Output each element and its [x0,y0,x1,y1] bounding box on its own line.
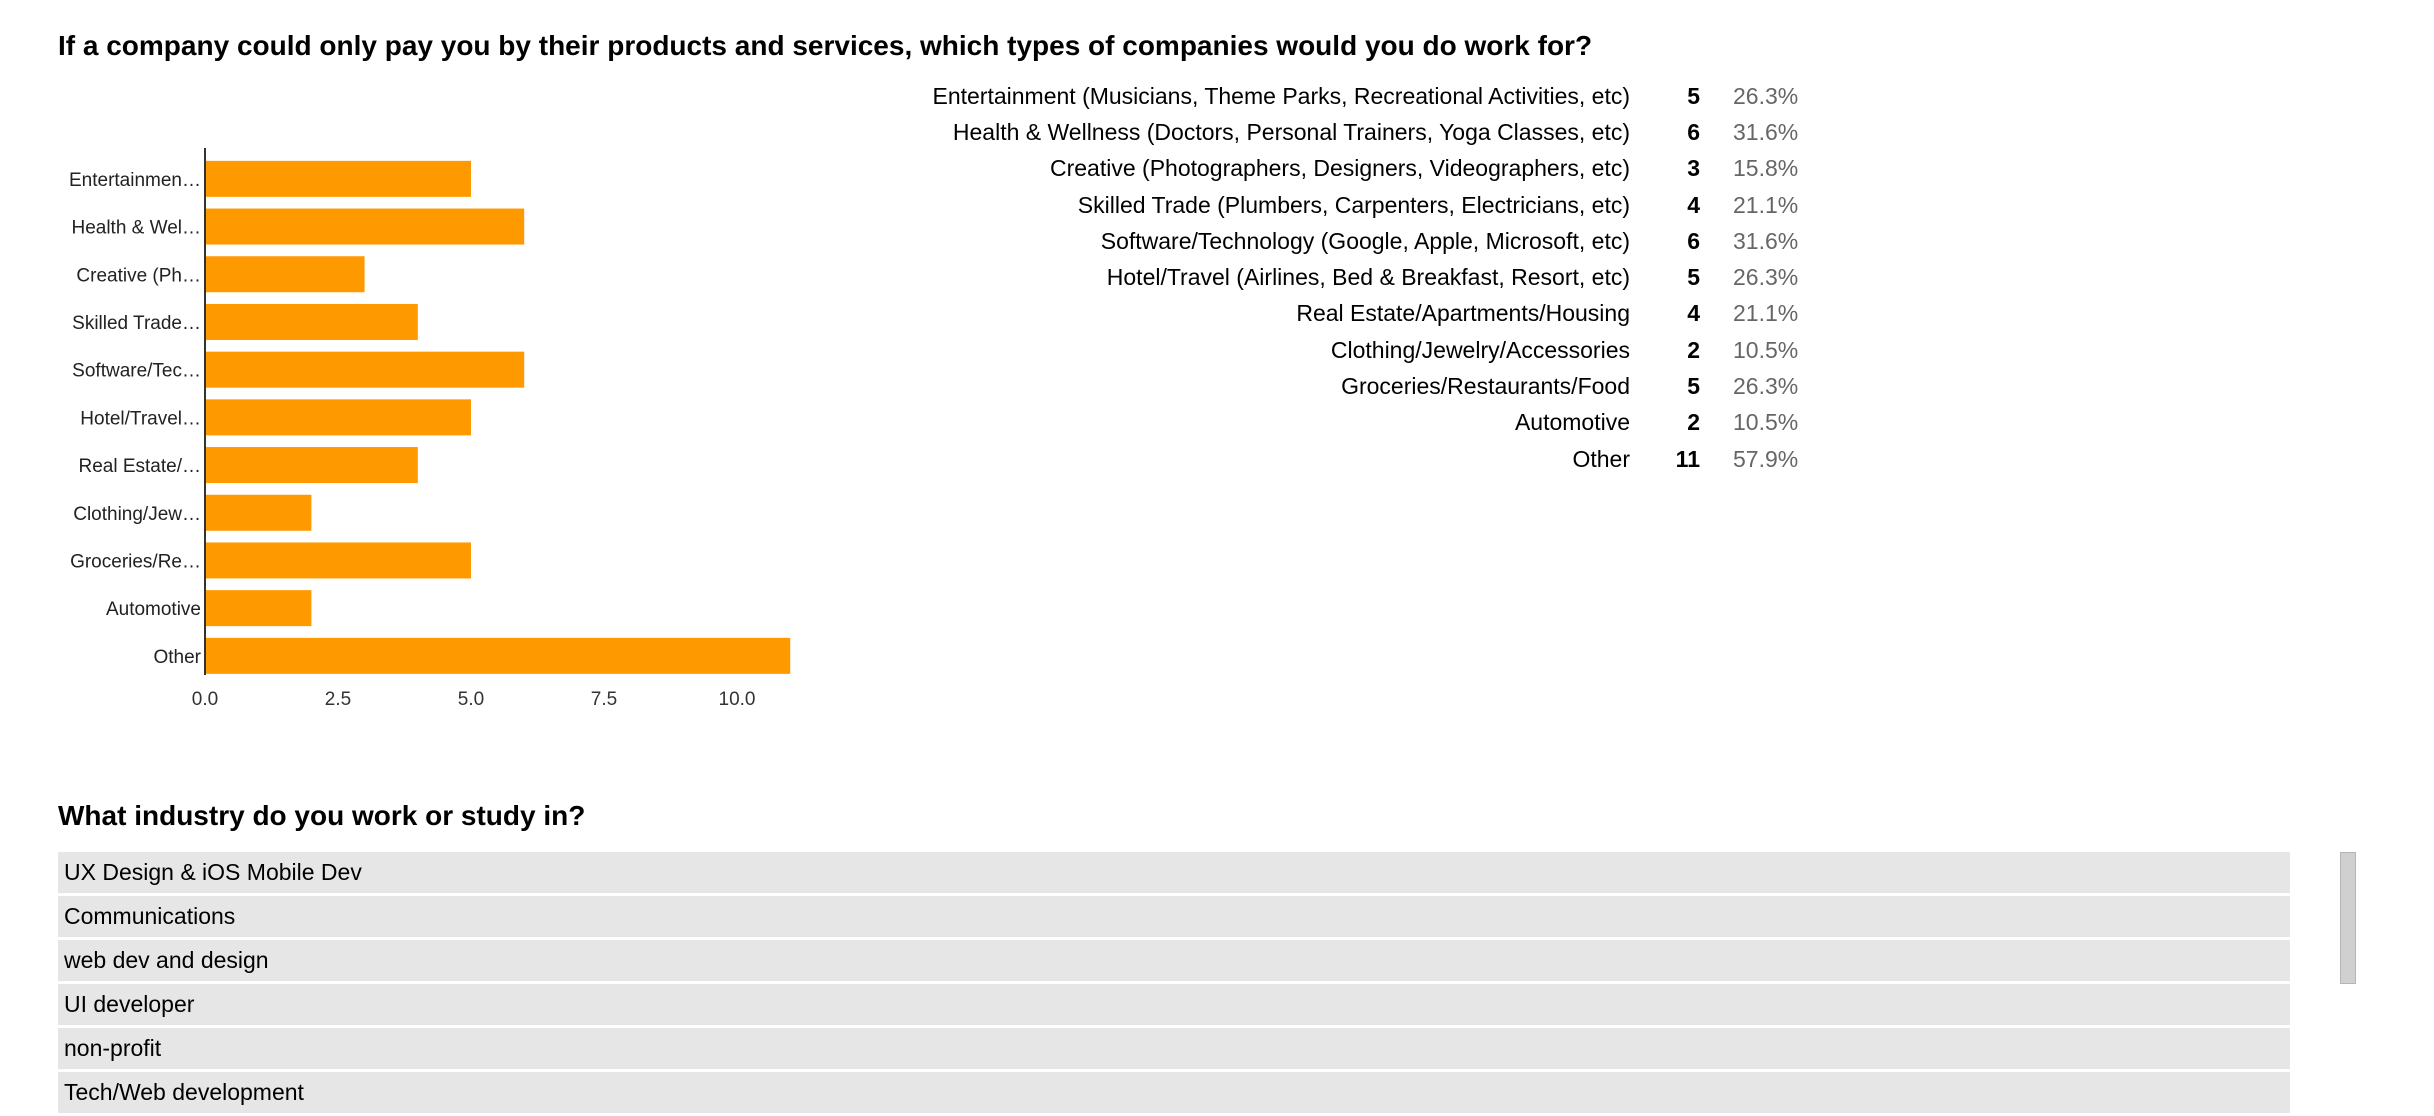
summary-row: Software/Technology (Google, Apple, Micr… [800,223,1798,259]
summary-label: Entertainment (Musicians, Theme Parks, R… [932,82,1630,109]
category-label: Health & Wel… [71,218,201,239]
summary-label: Real Estate/Apartments/Housing [1296,300,1630,327]
summary-label: Automotive [1514,409,1630,436]
category-label: Entertainmen… [69,170,201,191]
summary-label: Skilled Trade (Plumbers, Carpenters, Ele… [1077,191,1630,218]
summary-label: Health & Wellness (Doctors, Personal Tra… [952,118,1630,145]
bar [205,542,471,579]
bar [205,256,365,293]
summary-label: Software/Technology (Google, Apple, Micr… [1100,227,1630,254]
list-item: Communications [58,896,2290,937]
category-label: Creative (Ph… [76,265,201,286]
summary-row: Other 11 57.9% [800,441,1798,477]
category-label: Clothing/Jew… [73,504,201,525]
category-label: Hotel/Travel… [80,408,201,429]
summary-count: 4 [1687,191,1700,218]
list-item: UX Design & iOS Mobile Dev [58,852,2290,893]
summary-percent: 10.5% [1733,336,1799,363]
summary-row: Automotive 2 10.5% [800,405,1798,441]
question-title: What industry do you work or study in? [58,800,586,831]
bar [205,208,525,245]
summary-percent: 21.1% [1733,191,1799,218]
summary-percent: 10.5% [1733,409,1799,436]
bar-chart: Entertainmen… Health & Wel… Creative (Ph… S… [69,148,791,710]
summary-label: Clothing/Jewelry/Accessories [1330,336,1630,363]
summary-count: 2 [1687,409,1700,436]
summary-percent: 31.6% [1733,118,1799,145]
question-title: If a company could only pay you by their… [58,30,1593,61]
list-item: non-profit [58,1028,2290,1069]
summary-count: 5 [1687,373,1700,400]
summary-percent: 26.3% [1733,373,1799,400]
list-item: UI developer [58,984,2290,1025]
summary-count: 2 [1687,336,1700,363]
x-tick-label: 5.0 [458,689,484,710]
summary-percent: 57.9% [1733,445,1799,472]
summary-count: 3 [1687,155,1700,182]
summary-row: Creative (Photographers, Designers, Vide… [800,151,1798,187]
bar [205,590,312,627]
bar [205,160,471,197]
x-tick-label: 2.5 [325,689,351,710]
list-item: Tech/Web development [58,1072,2290,1113]
summary-percent: 15.8% [1733,155,1799,182]
bar [205,637,791,674]
summary-row: Entertainment (Musicians, Theme Parks, R… [800,78,1798,114]
scrollbar-thumb[interactable] [2340,852,2356,984]
summary-label: Hotel/Travel (Airlines, Bed & Breakfast,… [1106,264,1630,291]
list-item: web dev and design [58,940,2290,981]
summary-count: 4 [1687,300,1700,327]
x-tick-label: 0.0 [192,689,218,710]
summary-row: Hotel/Travel (Airlines, Bed & Breakfast,… [800,259,1798,295]
bar [205,351,525,388]
summary-row: Health & Wellness (Doctors, Personal Tra… [800,114,1798,150]
category-label: Groceries/Re… [70,551,201,572]
bar [205,494,312,531]
summary-percent: 26.3% [1733,82,1799,109]
summary-count: 5 [1687,264,1700,291]
summary-row: Groceries/Restaurants/Food 5 26.3% [800,368,1798,404]
category-label: Other [153,647,201,668]
summary-count: 11 [1675,445,1700,472]
summary-label: Creative (Photographers, Designers, Vide… [1050,155,1630,182]
summary-row: Clothing/Jewelry/Accessories 2 10.5% [800,332,1798,368]
category-label: Skilled Trade… [72,313,201,334]
x-tick-label: 7.5 [591,689,617,710]
summary-count: 5 [1687,82,1700,109]
summary-table: Entertainment (Musicians, Theme Parks, R… [800,78,1798,477]
summary-row: Skilled Trade (Plumbers, Carpenters, Ele… [800,187,1798,223]
bar [205,447,418,484]
bar [205,399,471,436]
category-label: Real Estate/… [79,456,202,477]
summary-count: 6 [1687,118,1700,145]
category-label: Software/Tec… [72,361,201,382]
summary-label: Groceries/Restaurants/Food [1341,373,1630,400]
category-label: Automotive [106,599,201,620]
summary-row: Real Estate/Apartments/Housing 4 21.1% [800,296,1798,332]
summary-count: 6 [1687,227,1700,254]
bar [205,303,418,340]
summary-percent: 21.1% [1733,300,1799,327]
summary-percent: 26.3% [1733,264,1799,291]
summary-label: Other [1572,445,1630,472]
summary-percent: 31.6% [1733,227,1799,254]
response-list[interactable]: UX Design & iOS Mobile Dev Communications… [58,852,2290,1116]
x-tick-label: 10.0 [719,689,756,710]
